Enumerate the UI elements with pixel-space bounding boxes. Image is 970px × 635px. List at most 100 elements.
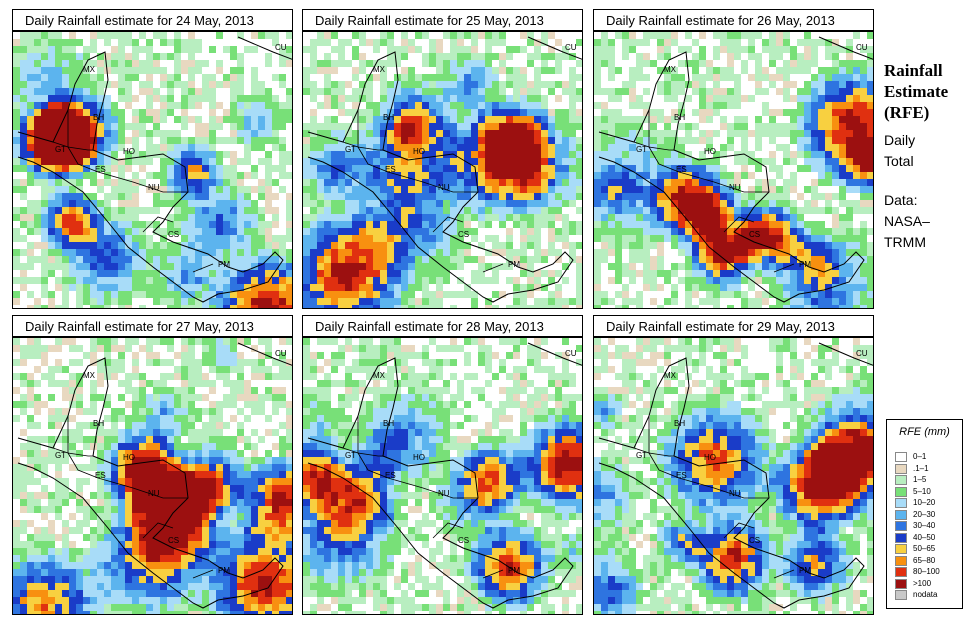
country-label: GT bbox=[55, 451, 66, 460]
cuba-coastline bbox=[237, 36, 292, 60]
side-title-line: Estimate bbox=[884, 82, 949, 101]
coastline bbox=[17, 357, 284, 609]
cuba-coastline bbox=[237, 342, 292, 366]
country-label: BH bbox=[383, 113, 394, 122]
rainfall-grid bbox=[594, 338, 873, 614]
country-border bbox=[387, 477, 478, 499]
country-label: CU bbox=[565, 349, 577, 358]
daily-line: Daily bbox=[884, 132, 916, 148]
coastline bbox=[598, 51, 865, 303]
country-label: HO bbox=[704, 147, 716, 156]
country-border bbox=[342, 447, 389, 479]
country-label: PM bbox=[799, 566, 811, 575]
legend-swatch bbox=[895, 567, 907, 577]
country-label: ES bbox=[385, 471, 396, 480]
country-label: ES bbox=[95, 471, 106, 480]
country-label: MX bbox=[373, 371, 386, 380]
country-border bbox=[678, 477, 769, 499]
country-border bbox=[648, 110, 674, 151]
country-label: HO bbox=[413, 147, 425, 156]
rainfall-map: MX BH GT HO ES NU CS PM CU bbox=[12, 337, 293, 615]
country-border bbox=[633, 447, 680, 479]
country-label: GT bbox=[55, 145, 66, 154]
panel-title: Daily Rainfall estimate for 25 May, 2013 bbox=[302, 9, 583, 31]
country-label: MX bbox=[664, 371, 677, 380]
country-border bbox=[342, 141, 389, 173]
country-label: MX bbox=[83, 371, 96, 380]
country-label: BH bbox=[93, 419, 104, 428]
panel-title: Daily Rainfall estimate for 26 May, 2013 bbox=[593, 9, 874, 31]
country-label: NU bbox=[438, 489, 450, 498]
map-panel-26may: Daily Rainfall estimate for 26 May, 2013… bbox=[593, 9, 874, 309]
country-label: HO bbox=[123, 453, 135, 462]
map-panel-24may: Daily Rainfall estimate for 24 May, 2013… bbox=[12, 9, 293, 309]
country-border bbox=[97, 477, 188, 499]
country-label: BH bbox=[93, 113, 104, 122]
legend-swatch bbox=[895, 544, 907, 554]
rainfall-map: MX BH GT HO ES NU CS PM CU bbox=[12, 31, 293, 309]
coastline bbox=[307, 51, 574, 303]
panel-title: Daily Rainfall estimate for 28 May, 2013 bbox=[302, 315, 583, 337]
country-border bbox=[97, 171, 188, 193]
cuba-coastline bbox=[818, 342, 873, 366]
legend-swatch bbox=[895, 521, 907, 531]
country-label: MX bbox=[664, 65, 677, 74]
side-title: Rainfall Estimate (RFE) bbox=[884, 60, 964, 123]
rainfall-grid bbox=[303, 32, 582, 308]
country-border bbox=[633, 141, 680, 173]
country-border bbox=[192, 263, 214, 273]
country-border bbox=[773, 263, 795, 273]
country-label: NU bbox=[148, 489, 160, 498]
legend-label: .1–1 bbox=[913, 463, 929, 473]
country-label: PM bbox=[508, 260, 520, 269]
rainfall-map: MX BH GT HO ES NU CS PM CU bbox=[593, 31, 874, 309]
daily-total-note: Daily Total bbox=[884, 130, 964, 172]
map-panel-29may: Daily Rainfall estimate for 29 May, 2013… bbox=[593, 315, 874, 615]
country-border bbox=[52, 447, 99, 479]
data-line: NASA– bbox=[884, 213, 930, 229]
country-border bbox=[67, 110, 93, 151]
rainfall-grid bbox=[303, 338, 582, 614]
country-label: GT bbox=[636, 145, 647, 154]
country-border bbox=[678, 171, 769, 193]
legend-label: nodata bbox=[913, 590, 938, 599]
legend-swatch bbox=[895, 475, 907, 485]
rainfall-grid bbox=[594, 32, 873, 308]
panel-title: Daily Rainfall estimate for 29 May, 2013 bbox=[593, 315, 874, 337]
legend-swatch bbox=[895, 486, 907, 497]
country-border bbox=[432, 522, 464, 539]
map-panel-25may: Daily Rainfall estimate for 25 May, 2013… bbox=[302, 9, 583, 309]
daily-line: Total bbox=[884, 153, 914, 169]
data-source-note: Data: NASA– TRMM bbox=[884, 190, 964, 253]
country-label: GT bbox=[345, 451, 356, 460]
country-label: GT bbox=[636, 451, 647, 460]
country-label: HO bbox=[413, 453, 425, 462]
map-canvas: MX BH GT HO ES NU CS PM CU bbox=[594, 32, 873, 308]
country-label: PM bbox=[799, 260, 811, 269]
country-label: MX bbox=[83, 65, 96, 74]
side-title-line: (RFE) bbox=[884, 103, 930, 122]
country-label: CS bbox=[168, 536, 179, 545]
country-label: HO bbox=[704, 453, 716, 462]
legend-swatch bbox=[895, 509, 907, 520]
country-label: CS bbox=[458, 230, 469, 239]
cuba-coastline bbox=[818, 36, 873, 60]
rfe-legend: RFE (mm) 0–1 .1–1 1–5 5–10 10–20 20–30 30–40 40… bbox=[886, 419, 963, 609]
legend-label: 65–80 bbox=[913, 555, 936, 565]
country-label: ES bbox=[676, 471, 687, 480]
legend-swatch bbox=[895, 452, 907, 462]
data-line: Data: bbox=[884, 192, 918, 208]
country-border bbox=[723, 216, 755, 233]
map-canvas: MX BH GT HO ES NU CS PM CU bbox=[13, 32, 292, 308]
panel-title: Daily Rainfall estimate for 24 May, 2013 bbox=[12, 9, 293, 31]
country-label: CS bbox=[749, 230, 760, 239]
country-label: PM bbox=[218, 260, 230, 269]
country-border bbox=[357, 416, 383, 457]
legend-title: RFE (mm) bbox=[899, 426, 950, 438]
legend-label: 50–65 bbox=[913, 544, 936, 553]
country-label: BH bbox=[674, 113, 685, 122]
country-label: CS bbox=[749, 536, 760, 545]
legend-swatch bbox=[895, 578, 907, 589]
rainfall-map: MX BH GT HO ES NU CS PM CU bbox=[302, 337, 583, 615]
country-border bbox=[52, 141, 99, 173]
